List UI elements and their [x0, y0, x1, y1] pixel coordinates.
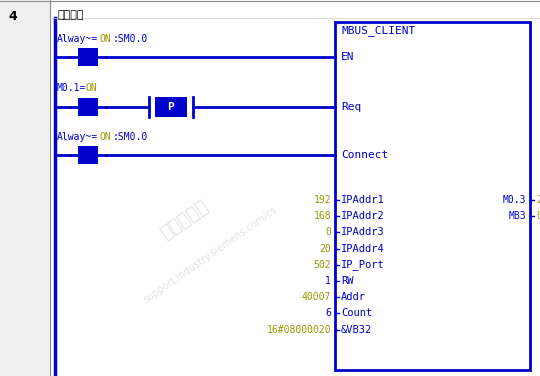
- Text: Alway~=: Alway~=: [57, 34, 98, 44]
- Text: &VB32: &VB32: [341, 324, 372, 335]
- Text: IPAddr2: IPAddr2: [341, 211, 384, 221]
- Text: Alway~=: Alway~=: [57, 132, 98, 142]
- Text: :SM0.0: :SM0.0: [113, 132, 148, 142]
- Text: 192: 192: [313, 195, 331, 205]
- Text: :SM0.0: :SM0.0: [113, 34, 148, 44]
- Text: Req: Req: [341, 102, 361, 112]
- Text: 0: 0: [325, 227, 331, 237]
- Bar: [335, 22, 530, 370]
- Text: MBUS_CLIENT: MBUS_CLIENT: [341, 26, 415, 36]
- Text: RW: RW: [341, 276, 354, 286]
- Text: 4: 4: [8, 10, 17, 23]
- Text: Count: Count: [341, 308, 372, 318]
- Text: 0: 0: [536, 211, 540, 221]
- Text: Addr: Addr: [341, 292, 366, 302]
- Text: 2#0: 2#0: [536, 195, 540, 205]
- Text: M0.3: M0.3: [503, 195, 526, 205]
- Bar: [0, 0, 50, 376]
- Text: 502: 502: [313, 260, 331, 270]
- Text: 168: 168: [313, 211, 331, 221]
- Text: ON: ON: [99, 34, 111, 44]
- Text: 16#08000020: 16#08000020: [266, 324, 331, 335]
- Text: IPAddr4: IPAddr4: [341, 244, 384, 253]
- Text: IPAddr3: IPAddr3: [341, 227, 384, 237]
- Text: ON: ON: [85, 83, 97, 93]
- Text: support.industry.siemens.com/cs: support.industry.siemens.com/cs: [141, 205, 279, 305]
- Text: 输入注释: 输入注释: [57, 10, 84, 20]
- Text: P: P: [167, 102, 174, 112]
- Bar: [78, 48, 98, 66]
- Text: M0.1=: M0.1=: [57, 83, 86, 93]
- Text: MB3: MB3: [508, 211, 526, 221]
- Text: Connect: Connect: [341, 150, 388, 160]
- Text: 40007: 40007: [302, 292, 331, 302]
- Text: ON: ON: [99, 132, 111, 142]
- Text: 1: 1: [325, 276, 331, 286]
- Bar: [78, 146, 98, 164]
- Bar: [155, 97, 187, 117]
- Bar: [78, 98, 98, 116]
- Text: IPAddr1: IPAddr1: [341, 195, 384, 205]
- Text: 西门子工业: 西门子工业: [158, 197, 212, 243]
- Text: 6: 6: [325, 308, 331, 318]
- Text: 20: 20: [319, 244, 331, 253]
- Text: EN: EN: [341, 52, 354, 62]
- Text: IP_Port: IP_Port: [341, 259, 384, 270]
